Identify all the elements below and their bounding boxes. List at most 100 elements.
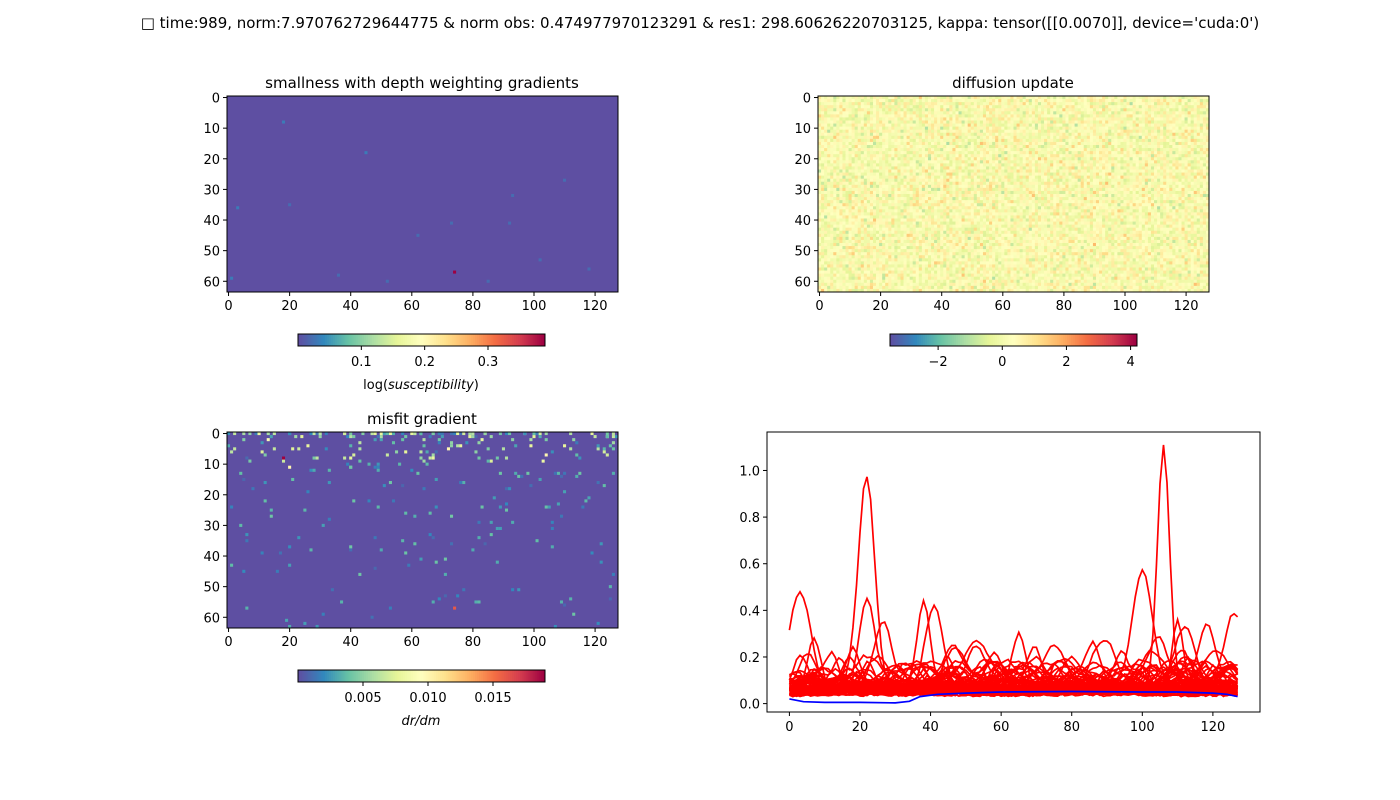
diffusion-cell [909, 151, 914, 155]
diffusion-cell [854, 203, 859, 207]
diffusion-cell [869, 126, 874, 131]
diffusion-cell [894, 206, 898, 210]
diffusion-cell [1138, 138, 1143, 143]
diffusion-cell [1053, 108, 1057, 112]
diffusion-cell [1175, 203, 1179, 207]
diffusion-cell [1172, 123, 1176, 128]
smallness-frame [226, 95, 619, 293]
diffusion-cell [885, 148, 889, 152]
diffusion-cell [860, 141, 865, 146]
diffusion-cell [943, 138, 947, 143]
diffusion-cell [876, 194, 880, 198]
diffusion-cell [955, 154, 959, 158]
diffusion-cell [1169, 120, 1173, 124]
diffusion-cell [1114, 132, 1118, 137]
diffusion-cell [970, 190, 975, 195]
diffusion-cell [842, 111, 846, 115]
diffusion-cell [931, 141, 935, 146]
diffusion-cell [1123, 145, 1127, 149]
diffusion-cell [921, 178, 926, 183]
diffusion-cell [946, 157, 950, 161]
diffusion-cell [900, 166, 904, 170]
diffusion-cell [967, 114, 972, 118]
diffusion-cell [1001, 178, 1005, 183]
diffusion-cell [876, 135, 880, 140]
diffusion-cell [931, 154, 935, 158]
diffusion-cell [1083, 178, 1088, 183]
diffusion-cell [1196, 154, 1201, 158]
diffusion-cell [1065, 160, 1069, 164]
diffusion-cell [924, 114, 929, 118]
diffusion-cell [982, 209, 987, 213]
diffusion-cell [1157, 141, 1161, 146]
diffusion-cell [918, 145, 923, 149]
diffusion-cell [1196, 169, 1201, 173]
diffusion-cell [1135, 181, 1140, 186]
diffusion-cell [1123, 166, 1127, 170]
diffusion-cell [1034, 209, 1039, 213]
diffusion-cell [857, 102, 862, 106]
diffusion-cell [1126, 108, 1130, 112]
diffusion-cell [927, 154, 932, 158]
diffusion-cell [891, 114, 895, 118]
diffusion-cell [854, 169, 859, 173]
diffusion-cell [879, 187, 883, 192]
diffusion-cell [1202, 132, 1207, 137]
diffusion-cell [1025, 102, 1030, 106]
diffusion-cell [915, 141, 920, 146]
diffusion-cell [1102, 184, 1106, 189]
diffusion-cell [1141, 197, 1146, 201]
diffusion-cell [1132, 181, 1137, 186]
diffusion-cell [1034, 111, 1039, 115]
diffusion-cell [1141, 96, 1146, 100]
diffusion-cell [1095, 154, 1100, 158]
diffusion-cell [1016, 206, 1021, 210]
diffusion-cell [1147, 114, 1152, 118]
diffusion-cell [1175, 135, 1179, 140]
diffusion-cell [863, 169, 868, 173]
diffusion-cell [1044, 157, 1048, 161]
diffusion-cell [915, 206, 920, 210]
diffusion-cell [979, 129, 984, 134]
diffusion-cell [937, 160, 941, 164]
diffusion-cell [845, 209, 849, 213]
diffusion-cell [949, 138, 953, 143]
diffusion-cell [1019, 166, 1024, 170]
diffusion-cell [1007, 105, 1011, 109]
diffusion-cell [860, 129, 865, 134]
diffusion-cell [918, 120, 923, 124]
diffusion-cell [1068, 117, 1072, 121]
diffusion-cell [827, 132, 831, 137]
diffusion-cell [848, 163, 853, 167]
diffusion-cell [1126, 163, 1130, 167]
diffusion-cell [1160, 175, 1164, 180]
diffusion-cell [967, 117, 972, 121]
diffusion-cell [979, 175, 984, 180]
diffusion-cell [827, 163, 831, 167]
diffusion-cell [876, 117, 880, 121]
diffusion-cell [976, 184, 981, 189]
diffusion-cell [857, 175, 862, 180]
diffusion-cell [1074, 169, 1079, 173]
diffusion-cell [1019, 135, 1024, 140]
diffusion-cell [836, 129, 840, 134]
diffusion-cell [1001, 187, 1005, 192]
diffusion-cell [827, 190, 831, 195]
diffusion-cell [934, 141, 938, 146]
diffusion-cell [1050, 175, 1054, 180]
smallness-colorbar-segment [302, 334, 305, 346]
diffusion-cell [973, 181, 978, 186]
diffusion-cell [845, 151, 849, 155]
diffusion-cell [1077, 197, 1082, 201]
diffusion-cell [1007, 178, 1011, 183]
smallness-colorbar-segment [431, 334, 435, 346]
diffusion-cell [943, 151, 947, 155]
diffusion-cell [934, 157, 938, 161]
diffusion-cell [857, 141, 862, 146]
diffusion-cell [1080, 200, 1085, 204]
diffusion-cell [1013, 200, 1017, 204]
diffusion-cell [827, 148, 831, 152]
smallness-colorbar-segment [460, 334, 464, 346]
diffusion-cell [827, 151, 831, 155]
diffusion-cell [1071, 114, 1075, 118]
